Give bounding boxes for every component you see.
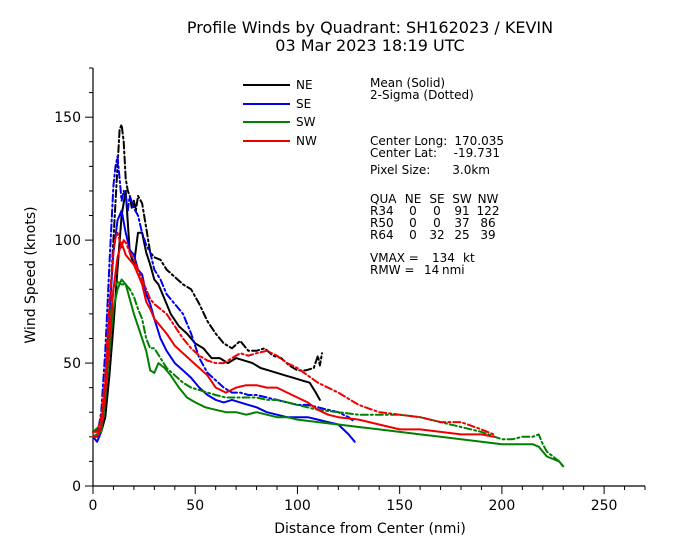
vmax-value: 134 [432, 251, 455, 265]
radii-header-nw: NW [478, 192, 499, 206]
x-axis-label: Distance from Center (nmi) [274, 521, 466, 537]
r34-nw: 122 [477, 204, 500, 218]
chart-subtitle: 03 Mar 2023 18:19 UTC [275, 36, 464, 55]
r64-label: R64 [370, 228, 394, 242]
sigma-label: 2-Sigma (Dotted) [370, 88, 474, 102]
vmax-unit: kt [463, 251, 475, 265]
r34-label: R34 [370, 204, 394, 218]
x-tick-label: 150 [386, 498, 413, 514]
r50-se: 0 [433, 216, 441, 230]
x-tick-label: 100 [284, 498, 311, 514]
storm-info-panel: Mean (Solid) 2-Sigma (Dotted) Center Lon… [370, 76, 504, 277]
center-long-label: Center Long: [370, 134, 447, 148]
radii-header-sw: SW [452, 192, 472, 206]
rmw-unit: nmi [442, 263, 465, 277]
series-sw-2sigma [92, 280, 565, 468]
center-long-value: 170.035 [454, 134, 504, 148]
pixel-size-value: 3.0km [452, 163, 490, 177]
legend-label-ne: NE [296, 78, 313, 92]
legend-label-se: SE [296, 97, 311, 111]
y-axis-label: Wind Speed (knots) [23, 206, 39, 343]
series-nw-2sigma [92, 231, 495, 436]
r50-ne: 0 [409, 216, 417, 230]
r50-nw: 86 [480, 216, 495, 230]
series-layer [92, 123, 565, 468]
series-ne-2sigma [92, 123, 323, 433]
series-se-mean [92, 209, 356, 443]
x-tick-label: 250 [591, 498, 618, 514]
r34-se: 0 [433, 204, 441, 218]
center-lat-value: -19.731 [454, 146, 500, 160]
y-tick-label: 100 [54, 233, 81, 249]
vmax-label: VMAX = [370, 251, 419, 265]
series-sw-mean [92, 278, 565, 468]
r64-ne: 0 [409, 228, 417, 242]
mean-label: Mean (Solid) [370, 76, 445, 90]
x-tick-label: 50 [186, 498, 204, 514]
r34-ne: 0 [409, 204, 417, 218]
r50-sw: 37 [454, 216, 469, 230]
radii-header-se: SE [429, 192, 444, 206]
series-se-2sigma [92, 155, 356, 438]
legend-label-nw: NW [296, 134, 317, 148]
rmw-value: 14 [424, 263, 439, 277]
series-nw-mean [92, 241, 495, 438]
r64-se: 32 [429, 228, 444, 242]
y-tick-label: 150 [54, 110, 81, 126]
r64-nw: 39 [480, 228, 495, 242]
pixel-size-label: Pixel Size: [370, 163, 430, 177]
legend: NE SE SW NW [243, 78, 317, 148]
r64-sw: 25 [454, 228, 469, 242]
series-ne-mean [92, 189, 321, 438]
r34-sw: 91 [454, 204, 469, 218]
chart-title: Profile Winds by Quadrant: SH162023 / KE… [187, 18, 553, 37]
center-lat-label: Center Lat: [370, 146, 437, 160]
x-tick-label: 200 [489, 498, 516, 514]
y-tick-label: 0 [72, 479, 81, 495]
radii-header-qua: QUA [370, 192, 397, 206]
rmw-label: RMW = [370, 263, 414, 277]
x-tick-label: 0 [89, 498, 98, 514]
legend-label-sw: SW [296, 115, 316, 129]
radii-header-ne: NE [405, 192, 422, 206]
y-tick-label: 50 [63, 356, 81, 372]
r50-label: R50 [370, 216, 394, 230]
